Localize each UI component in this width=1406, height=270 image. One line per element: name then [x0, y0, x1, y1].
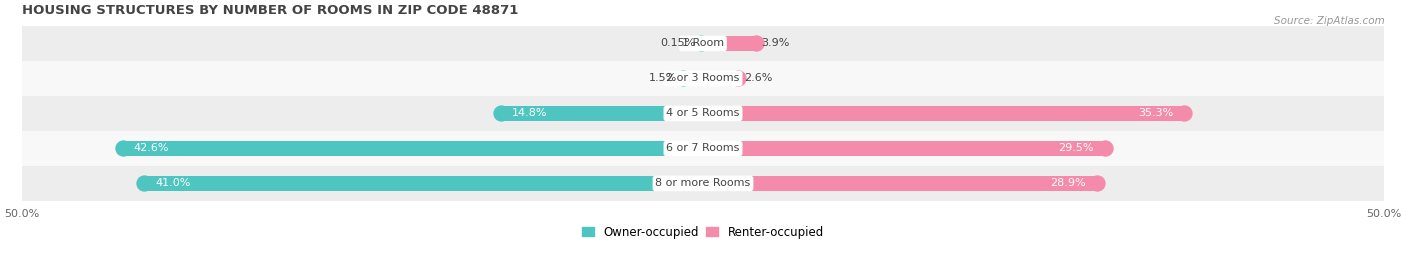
- Bar: [21, 166, 1385, 201]
- Text: 1.5%: 1.5%: [648, 73, 678, 83]
- Text: 14.8%: 14.8%: [512, 109, 548, 119]
- Bar: [502, 106, 703, 121]
- Bar: [682, 71, 703, 86]
- Bar: [703, 71, 738, 86]
- Bar: [21, 61, 1385, 96]
- Text: 35.3%: 35.3%: [1137, 109, 1173, 119]
- Text: 3.9%: 3.9%: [762, 39, 790, 49]
- Bar: [21, 131, 1385, 166]
- Text: 42.6%: 42.6%: [134, 143, 169, 153]
- Bar: [702, 36, 703, 51]
- Bar: [21, 26, 1385, 61]
- Text: 8 or more Rooms: 8 or more Rooms: [655, 178, 751, 188]
- Text: 0.15%: 0.15%: [661, 39, 696, 49]
- Bar: [703, 106, 1184, 121]
- Bar: [21, 96, 1385, 131]
- Text: 41.0%: 41.0%: [155, 178, 191, 188]
- Legend: Owner-occupied, Renter-occupied: Owner-occupied, Renter-occupied: [582, 225, 824, 238]
- Text: 6 or 7 Rooms: 6 or 7 Rooms: [666, 143, 740, 153]
- Text: 2 or 3 Rooms: 2 or 3 Rooms: [666, 73, 740, 83]
- Text: 4 or 5 Rooms: 4 or 5 Rooms: [666, 109, 740, 119]
- Bar: [122, 141, 703, 156]
- Text: 28.9%: 28.9%: [1050, 178, 1085, 188]
- Bar: [145, 176, 703, 191]
- Text: 29.5%: 29.5%: [1059, 143, 1094, 153]
- Bar: [703, 141, 1105, 156]
- Bar: [703, 36, 756, 51]
- Text: 2.6%: 2.6%: [744, 73, 772, 83]
- Text: Source: ZipAtlas.com: Source: ZipAtlas.com: [1274, 16, 1385, 26]
- Text: HOUSING STRUCTURES BY NUMBER OF ROOMS IN ZIP CODE 48871: HOUSING STRUCTURES BY NUMBER OF ROOMS IN…: [21, 4, 519, 17]
- Text: 1 Room: 1 Room: [682, 39, 724, 49]
- Bar: [703, 176, 1097, 191]
